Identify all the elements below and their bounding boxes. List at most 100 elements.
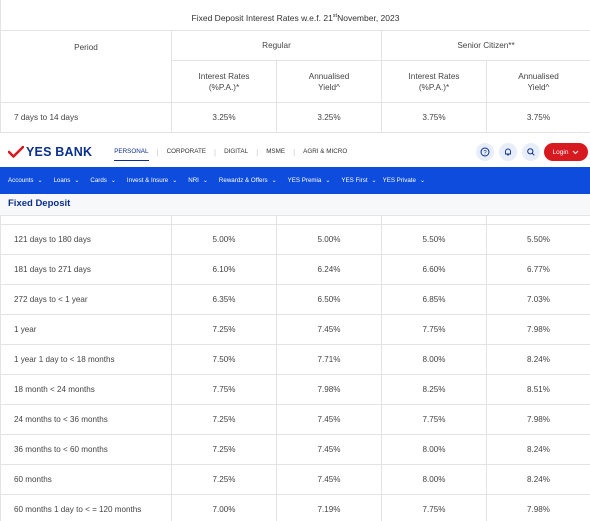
bell-icon[interactable] — [499, 143, 517, 161]
header-regular-yield: Annualised Yield^ — [276, 60, 382, 103]
cell-regular-rate: 6.35% — [171, 283, 277, 315]
chevron-down-icon: ⌄ — [110, 178, 116, 184]
rates-table: 121 days to 180 days 5.00% 5.00% 5.50% 5… — [0, 216, 590, 521]
table-row: 181 days to 271 days 6.10% 6.24% 6.60% 6… — [0, 253, 590, 285]
cell-period: 272 days to < 1 year — [0, 283, 172, 315]
cell-senior-rate: 8.00% — [381, 433, 487, 465]
menu-yes-premia[interactable]: YES Premia ⌄ — [287, 177, 331, 184]
cell-period: 1 year — [0, 313, 172, 345]
cell-regular-yield: 7.19% — [276, 493, 382, 521]
menu-cards[interactable]: Cards ⌄ — [90, 177, 116, 184]
cell-period: 24 months to < 36 months — [0, 403, 172, 435]
cell-period: 60 months — [0, 463, 172, 495]
section-header: Fixed Deposit — [0, 194, 590, 216]
cell-regular-rate: 6.10% — [171, 253, 277, 285]
header-senior-rate: Interest Rates (%P.A.)* — [381, 60, 487, 103]
chevron-down-icon: ⌄ — [74, 178, 80, 184]
table-row-partial — [0, 216, 590, 225]
header-regular: Regular — [171, 30, 382, 61]
header-senior-yield: Annualised Yield^ — [486, 60, 590, 103]
segment-nav: PERSONAL | CORPORATE | DIGITAL | MSME | … — [106, 137, 355, 167]
cell-senior-yield: 8.24% — [486, 343, 590, 375]
chevron-down-icon: ⌄ — [37, 178, 43, 184]
menu-yes-private[interactable]: YES Private ⌄ — [382, 177, 425, 184]
cell-senior-rate: 8.00% — [381, 463, 487, 495]
divider: | — [256, 147, 259, 157]
table-row: 36 months to < 60 months 7.25% 7.45% 8.0… — [0, 433, 590, 465]
menu-invest-insure[interactable]: Invest & Insure ⌄ — [126, 177, 178, 184]
svg-text:?: ? — [483, 150, 487, 156]
chevron-down-icon: ⌄ — [371, 178, 377, 184]
cell-senior-yield: 5.50% — [486, 223, 590, 255]
cell-regular-yield: 3.25% — [276, 102, 382, 133]
chevron-down-icon: ⌄ — [202, 178, 208, 184]
cell-period: 60 months 1 day to < = 120 months — [0, 493, 172, 521]
cell-senior-rate: 8.25% — [381, 373, 487, 405]
top-navbar: YES BANK PERSONAL | CORPORATE | DIGITAL … — [0, 137, 590, 167]
search-icon[interactable] — [522, 143, 540, 161]
cell-period: 36 months to < 60 months — [0, 433, 172, 465]
checkmark-logo-icon — [8, 146, 24, 158]
cell-regular-yield: 6.50% — [276, 283, 382, 315]
cell-senior-rate: 6.60% — [381, 253, 487, 285]
cell-regular-rate: 7.75% — [171, 373, 277, 405]
cell-regular-yield: 7.45% — [276, 403, 382, 435]
table-row: 121 days to 180 days 5.00% 5.00% 5.50% 5… — [0, 223, 590, 255]
login-button[interactable]: Login — [544, 143, 588, 161]
cell-period: 121 days to 180 days — [0, 223, 172, 255]
cell-regular-rate: 7.25% — [171, 403, 277, 435]
cell-senior-yield: 7.98% — [486, 403, 590, 435]
table-row: 60 months 1 day to < = 120 months 7.00% … — [0, 493, 590, 521]
cell-senior-rate: 7.75% — [381, 313, 487, 345]
divider: | — [214, 147, 217, 157]
table-row: 272 days to < 1 year 6.35% 6.50% 6.85% 7… — [0, 283, 590, 315]
segment-digital[interactable]: DIGITAL — [224, 148, 249, 155]
cell-regular-rate: 5.00% — [171, 223, 277, 255]
cell-regular-rate: 3.25% — [171, 102, 277, 133]
header-regular-rate: Interest Rates (%P.A.)* — [171, 60, 277, 103]
cell-senior-yield: 7.98% — [486, 493, 590, 521]
brand-name: YES BANK — [26, 145, 93, 159]
divider: | — [293, 147, 296, 157]
cell-senior-yield: 6.77% — [486, 253, 590, 285]
menu-accounts[interactable]: Accounts ⌄ — [8, 177, 43, 184]
menu-nri[interactable]: NRI ⌄ — [188, 177, 208, 184]
nav-icon-group: ? — [476, 143, 540, 161]
table-row: 1 year 1 day to < 18 months 7.50% 7.71% … — [0, 343, 590, 375]
segment-msme[interactable]: MSME — [266, 148, 286, 155]
chevron-down-icon: ⌄ — [172, 178, 178, 184]
cell-regular-rate: 7.00% — [171, 493, 277, 521]
cell-period: 1 year 1 day to < 18 months — [0, 343, 172, 375]
cell-senior-yield: 8.51% — [486, 373, 590, 405]
menu-rewardz-offers[interactable]: Rewardz & Offers ⌄ — [218, 177, 277, 184]
cell-senior-rate: 8.00% — [381, 343, 487, 375]
chevron-down-icon: ⌄ — [419, 178, 425, 184]
menu-loans[interactable]: Loans ⌄ — [53, 177, 80, 184]
table-row: 7 days to 14 days 3.25% 3.25% 3.75% 3.75… — [0, 102, 590, 133]
table-row: 24 months to < 36 months 7.25% 7.45% 7.7… — [0, 403, 590, 435]
yes-bank-logo[interactable]: YES BANK — [8, 145, 92, 159]
cell-senior-rate: 3.75% — [381, 102, 487, 133]
cell-senior-rate: 7.75% — [381, 493, 487, 521]
cell-senior-yield: 8.24% — [486, 463, 590, 495]
menu-yes-first[interactable]: YES First ⌄ — [341, 177, 377, 184]
cell-regular-yield: 7.45% — [276, 463, 382, 495]
table-row: 60 months 7.25% 7.45% 8.00% 8.24% — [0, 463, 590, 495]
chevron-down-icon — [573, 150, 579, 154]
cell-regular-rate: 7.25% — [171, 433, 277, 465]
help-icon[interactable]: ? — [476, 143, 494, 161]
cell-regular-yield: 7.45% — [276, 433, 382, 465]
segment-personal[interactable]: PERSONAL — [106, 137, 156, 167]
main-menu: Accounts ⌄ Loans ⌄ Cards ⌄ Invest & Insure ⌄… — [0, 167, 590, 194]
segment-corporate[interactable]: CORPORATE — [166, 148, 206, 155]
cell-period: 7 days to 14 days — [0, 102, 172, 133]
cell-senior-rate: 6.85% — [381, 283, 487, 315]
cell-senior-yield: 8.24% — [486, 433, 590, 465]
divider: | — [156, 147, 159, 157]
cell-regular-rate: 7.25% — [171, 463, 277, 495]
cell-senior-yield: 7.98% — [486, 313, 590, 345]
segment-agri-micro[interactable]: AGRI & MICRO — [303, 148, 348, 155]
header-senior: Senior Citizen** — [381, 30, 590, 61]
header-period: Period — [0, 30, 172, 103]
cell-senior-rate: 7.75% — [381, 403, 487, 435]
